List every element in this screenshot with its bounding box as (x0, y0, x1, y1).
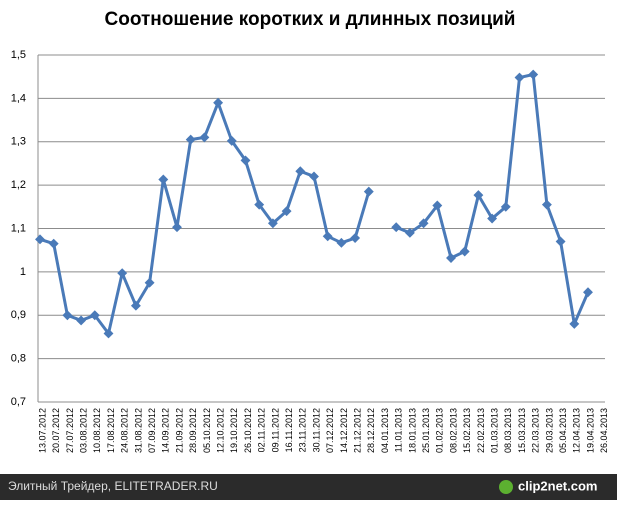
point-marker (144, 277, 155, 288)
x-tick-label: 12.10.2012 (215, 408, 225, 453)
point-marker (254, 199, 265, 210)
x-tick-label: 28.12.2012 (366, 408, 376, 453)
x-tick-label: 03.08.2012 (78, 408, 88, 453)
point-marker (514, 72, 525, 83)
x-tick-label: 26.04.2013 (599, 408, 609, 453)
point-marker (309, 171, 319, 182)
point-marker (76, 315, 87, 326)
x-tick-label: 19.04.2013 (585, 408, 595, 453)
point-marker (459, 246, 470, 257)
x-tick-label: 15.02.2013 (462, 408, 472, 453)
x-tick-label: 23.11.2012 (298, 408, 308, 452)
point-marker (363, 186, 374, 197)
point-marker (336, 237, 347, 248)
point-marker (172, 222, 182, 233)
x-tick-label: 14.12.2012 (339, 408, 349, 453)
x-tick-label: 27.07.2012 (65, 408, 75, 453)
x-tick-label: 08.03.2013 (503, 408, 513, 453)
x-tick-label: 01.02.2013 (435, 408, 445, 453)
point-marker (35, 234, 45, 245)
point-marker (432, 200, 443, 211)
point-marker (117, 268, 128, 279)
x-tick-label: 04.01.2013 (380, 408, 390, 453)
y-tick-label: 0,8 (11, 353, 26, 365)
point-marker (267, 218, 278, 229)
point-marker (226, 135, 237, 146)
x-tick-label: 11.01.2013 (394, 408, 404, 452)
point-marker (199, 132, 210, 143)
point-marker (281, 206, 292, 217)
y-tick-label: 0,9 (11, 309, 26, 321)
x-tick-label: 05.04.2013 (558, 408, 568, 453)
x-tick-label: 21.09.2012 (174, 408, 184, 453)
point-marker (48, 238, 59, 249)
x-tick-label: 29.03.2013 (544, 408, 554, 453)
y-tick-label: 1,2 (11, 179, 26, 191)
x-tick-label: 02.11.2012 (257, 408, 267, 452)
y-tick-label: 1,3 (11, 136, 26, 148)
x-tick-label: 15.03.2013 (517, 408, 527, 453)
point-marker (295, 166, 306, 177)
x-tick-label: 24.08.2012 (120, 408, 130, 453)
point-marker (583, 287, 593, 298)
x-tick-label: 07.09.2012 (147, 408, 157, 453)
x-tick-label: 31.08.2012 (133, 408, 143, 453)
x-tick-label: 13.07.2012 (37, 408, 47, 453)
y-tick-label: 0,7 (11, 396, 26, 408)
x-tick-label: 28.09.2012 (188, 408, 198, 453)
x-tick-label: 19.10.2012 (229, 408, 239, 453)
point-marker (391, 222, 402, 233)
x-tick-label: 21.12.2012 (352, 408, 362, 453)
x-tick-label: 05.10.2012 (202, 408, 212, 453)
x-tick-label: 16.11.2012 (284, 408, 294, 452)
x-tick-label: 22.02.2013 (476, 408, 486, 453)
y-tick-label: 1,1 (11, 222, 26, 234)
point-marker (404, 227, 415, 238)
x-tick-label: 08.02.2013 (448, 408, 458, 453)
x-tick-label: 10.08.2012 (92, 408, 102, 453)
x-tick-label: 17.08.2012 (106, 408, 116, 453)
x-tick-label: 14.09.2012 (161, 408, 171, 453)
y-tick-label: 1 (20, 266, 26, 278)
point-marker (541, 199, 552, 210)
x-tick-label: 30.11.2012 (311, 408, 321, 452)
x-tick-label: 22.03.2013 (531, 408, 541, 453)
point-marker (500, 201, 511, 212)
y-tick-label: 1,5 (11, 49, 26, 61)
x-tick-label: 25.01.2013 (421, 408, 431, 453)
logo-icon (499, 480, 513, 494)
point-marker (158, 174, 169, 185)
point-marker (418, 218, 429, 229)
point-marker (185, 134, 196, 145)
y-tick-label: 1,4 (11, 92, 26, 104)
x-tick-label: 26.10.2012 (243, 408, 253, 453)
point-marker (446, 253, 456, 263)
point-marker (62, 310, 73, 321)
x-tick-label: 18.01.2013 (407, 408, 417, 453)
x-tick-label: 20.07.2012 (51, 408, 61, 453)
point-marker (322, 231, 333, 242)
footer-left: Элитный Трейдер, ELITETRADER.RU (8, 479, 218, 493)
footer-right: clip2net.com (518, 478, 597, 493)
x-tick-label: 12.04.2013 (572, 408, 582, 453)
point-marker (528, 69, 539, 80)
point-marker (350, 233, 361, 243)
point-marker (240, 155, 251, 166)
point-marker (130, 300, 141, 311)
point-marker (213, 97, 224, 108)
x-tick-label: 09.11.2012 (270, 408, 280, 452)
point-marker (569, 318, 580, 329)
footer-bar (0, 474, 617, 500)
chart-title: Соотношение коротких и длинных позиций (105, 9, 516, 30)
point-marker (473, 190, 484, 201)
x-tick-label: 01.03.2013 (489, 408, 499, 453)
x-tick-label: 07.12.2012 (325, 408, 335, 453)
point-marker (555, 236, 566, 247)
point-marker (487, 213, 498, 224)
